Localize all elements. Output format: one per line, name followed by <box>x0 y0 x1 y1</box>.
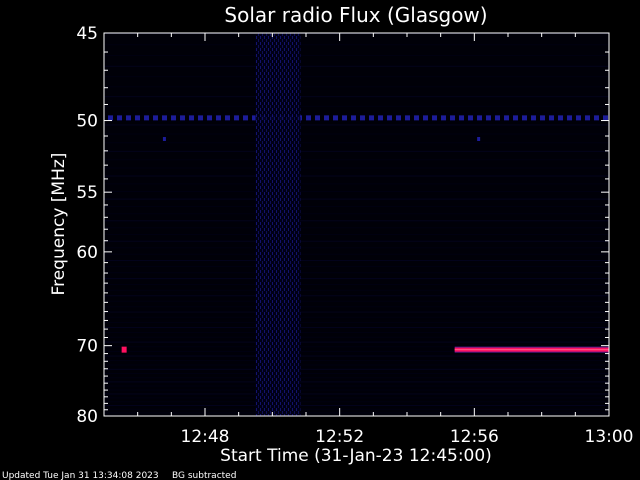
noise-row <box>104 404 609 406</box>
updated-timestamp: Updated Tue Jan 31 13:34:08 2023 <box>2 471 159 480</box>
noise-row <box>104 167 609 169</box>
noise-row <box>104 55 609 57</box>
y-axis-ticks: 45 50 55 60 70 80 <box>76 24 609 427</box>
noise-row <box>104 316 609 318</box>
noise-row <box>104 350 609 352</box>
noise-row <box>104 278 609 280</box>
plot-background <box>104 33 609 416</box>
noise-row <box>104 385 609 387</box>
y-axis-label: Frequency [MHz] <box>49 153 69 296</box>
noise-row <box>104 341 609 343</box>
noise-row <box>104 96 609 98</box>
noise-speck <box>477 137 481 142</box>
noise-row <box>104 259 609 261</box>
noise-row <box>104 133 609 135</box>
noise-row <box>104 389 609 391</box>
noise-row <box>104 227 609 229</box>
noise-row <box>104 175 609 177</box>
interference-line <box>104 115 609 121</box>
noise-row <box>104 311 609 313</box>
noise-row <box>104 272 609 274</box>
noise-row <box>104 198 609 200</box>
noise-row <box>104 183 609 185</box>
noise-row <box>104 44 609 46</box>
noise-row <box>104 206 609 208</box>
x-axis-label: Start Time (31-Jan-23 12:45:00) <box>220 446 492 466</box>
noise-row <box>104 295 609 297</box>
noise-row <box>104 253 609 255</box>
y-tick-label: 45 <box>76 24 98 44</box>
x-tick-label: 12:52 <box>315 427 364 447</box>
y-tick-label: 60 <box>76 243 98 263</box>
x-tick-label: 12:56 <box>450 427 499 447</box>
interference-band <box>255 33 301 416</box>
y-tick-label: 50 <box>76 112 98 132</box>
noise-row <box>104 247 609 249</box>
noise-row <box>104 377 609 379</box>
noise-row <box>104 105 609 107</box>
bg-subtracted-note: BG subtracted <box>172 471 236 480</box>
noise-row <box>104 65 609 67</box>
noise-row <box>104 220 609 222</box>
noise-row <box>104 159 609 161</box>
noise-row <box>104 300 609 302</box>
emission-band-core <box>454 349 609 351</box>
emission-spot <box>121 346 127 353</box>
y-tick-label: 55 <box>76 183 98 203</box>
noise-row <box>104 393 609 395</box>
noise-row <box>104 289 609 291</box>
plot-area <box>103 32 610 417</box>
noise-row <box>104 401 609 403</box>
noise-row <box>104 326 609 328</box>
x-tick-label: 12:48 <box>181 427 230 447</box>
noise-row <box>104 364 609 366</box>
noise-row <box>104 124 609 126</box>
noise-row <box>104 360 609 362</box>
noise-row <box>104 240 609 242</box>
noise-row <box>104 86 609 88</box>
noise-row <box>104 283 609 285</box>
plot-frame <box>103 32 610 417</box>
noise-speck <box>162 137 166 142</box>
x-axis-ticks: 12:48 12:52 12:56 13:00 <box>137 33 634 447</box>
features-layer <box>104 33 609 416</box>
noise-row <box>104 397 609 399</box>
noise-row <box>104 191 609 193</box>
noise-row <box>104 266 609 268</box>
noise-row <box>104 412 609 414</box>
chart-title: Solar radio Flux (Glasgow) <box>224 3 487 27</box>
noise-row <box>104 142 609 144</box>
noise-row <box>104 373 609 375</box>
noise-row <box>104 76 609 78</box>
y-tick-label: 70 <box>76 337 98 357</box>
noise-row <box>104 368 609 370</box>
noise-row <box>104 150 609 152</box>
noise-row <box>104 346 609 348</box>
x-tick-label: 13:00 <box>585 427 634 447</box>
noise-row <box>104 408 609 410</box>
noise-row <box>104 331 609 333</box>
y-tick-label: 80 <box>76 407 98 427</box>
noise-row <box>104 306 609 308</box>
noise-row <box>104 213 609 215</box>
noise-row <box>104 234 609 236</box>
noise-row <box>104 355 609 357</box>
noise-row <box>104 381 609 383</box>
noise-row <box>104 321 609 323</box>
noise-row <box>104 336 609 338</box>
